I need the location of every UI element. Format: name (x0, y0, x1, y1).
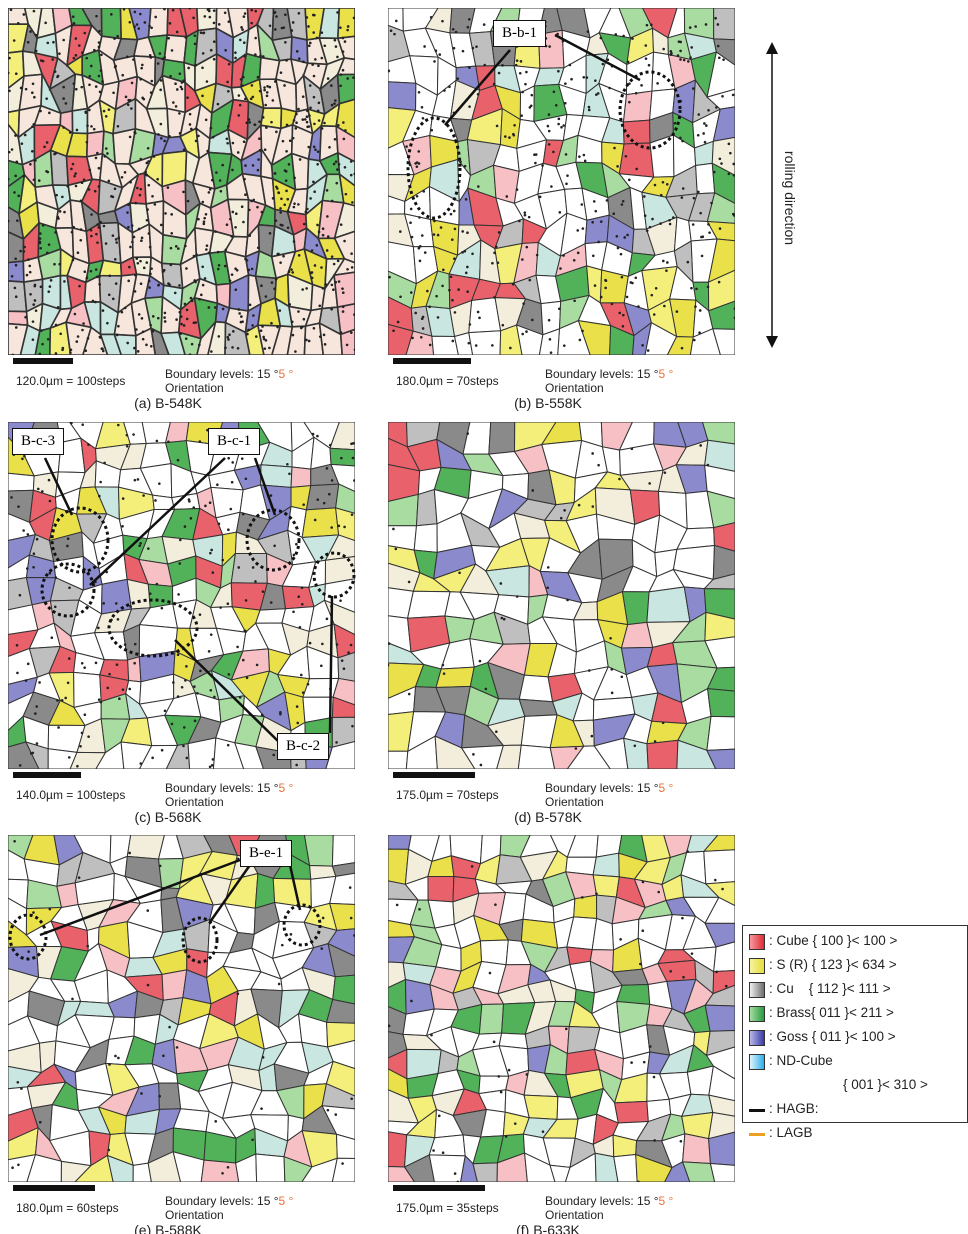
callout-line (90, 458, 225, 585)
callout-label: B-c-2 (277, 733, 329, 760)
callout-label: B-c-1 (208, 428, 260, 455)
callout-line (255, 458, 275, 515)
highlight-circle (42, 564, 94, 616)
callout-overlay (0, 0, 968, 1234)
highlight-circle (52, 508, 108, 572)
highlight-circle (10, 915, 46, 959)
callout-line (45, 458, 72, 515)
highlight-circle (620, 72, 680, 148)
callout-line (555, 35, 640, 80)
highlight-circle (247, 510, 299, 570)
callout-line (330, 596, 332, 733)
callout-line (210, 865, 250, 922)
highlight-circle (408, 118, 460, 218)
highlight-circle (284, 905, 320, 945)
highlight-circle (314, 553, 354, 597)
callout-label: B-e-1 (240, 840, 292, 867)
figure: rolling direction : Cube { 100 }< 100 >:… (0, 0, 968, 1234)
callout-line (445, 50, 510, 125)
callout-label: B-c-3 (12, 428, 64, 455)
callout-line (175, 640, 282, 745)
callout-label: B-b-1 (493, 20, 546, 47)
highlight-circle (183, 918, 217, 962)
callout-line (290, 865, 300, 910)
